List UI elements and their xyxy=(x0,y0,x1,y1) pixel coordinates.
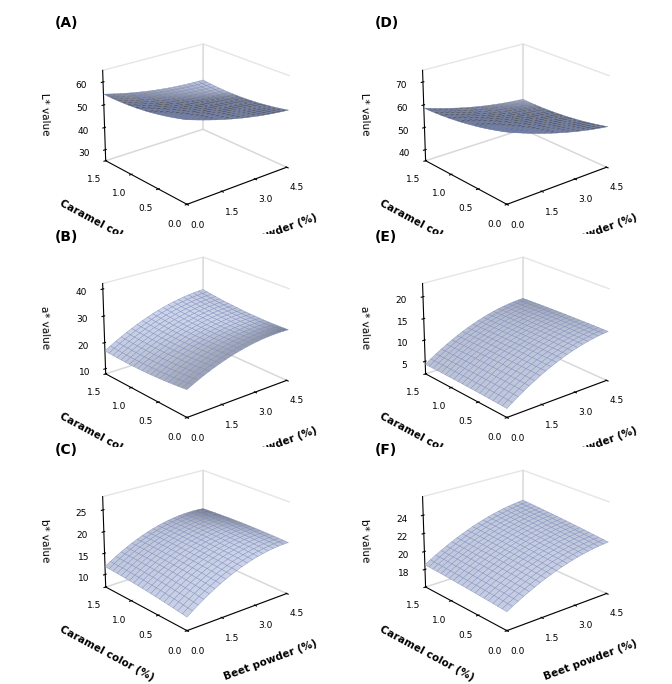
Text: (C): (C) xyxy=(55,443,78,457)
X-axis label: Beet powder (%): Beet powder (%) xyxy=(222,425,319,469)
X-axis label: Beet powder (%): Beet powder (%) xyxy=(542,638,638,682)
Y-axis label: Caramel color (%): Caramel color (%) xyxy=(378,198,476,256)
Y-axis label: Caramel color (%): Caramel color (%) xyxy=(58,624,156,683)
Y-axis label: Caramel color (%): Caramel color (%) xyxy=(378,411,476,470)
Text: (A): (A) xyxy=(55,16,79,31)
Y-axis label: Caramel color (%): Caramel color (%) xyxy=(378,624,476,683)
Y-axis label: Caramel color (%): Caramel color (%) xyxy=(58,411,156,470)
Y-axis label: Caramel color (%): Caramel color (%) xyxy=(58,198,156,256)
Text: (E): (E) xyxy=(375,230,397,244)
Text: (D): (D) xyxy=(375,16,399,31)
X-axis label: Beet powder (%): Beet powder (%) xyxy=(222,212,319,256)
Text: (B): (B) xyxy=(55,230,78,244)
X-axis label: Beet powder (%): Beet powder (%) xyxy=(542,212,638,256)
Text: (F): (F) xyxy=(375,443,397,457)
X-axis label: Beet powder (%): Beet powder (%) xyxy=(542,425,638,469)
X-axis label: Beet powder (%): Beet powder (%) xyxy=(222,638,319,682)
